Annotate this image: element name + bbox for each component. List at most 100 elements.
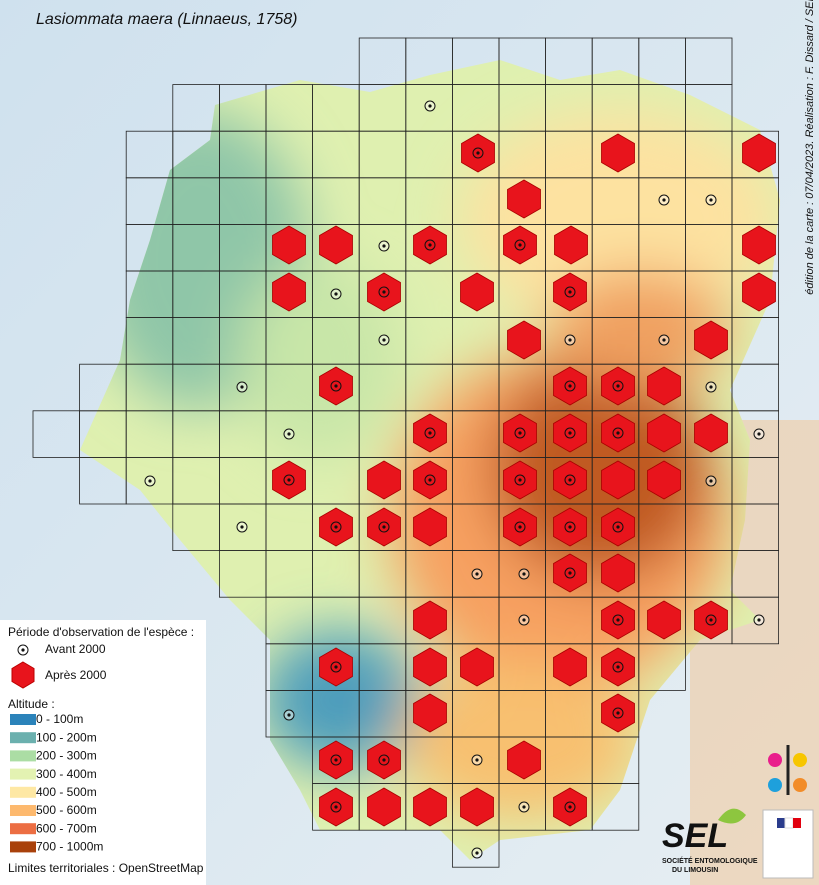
dot-marker <box>378 754 390 766</box>
dot-marker-center <box>334 758 338 762</box>
dot-marker-center <box>476 151 480 155</box>
altitude-label: 0 - 100m <box>36 712 83 726</box>
dot-marker-center <box>334 384 338 388</box>
dot-marker-center <box>334 525 338 529</box>
legend-dot-center <box>21 648 25 652</box>
dot-marker <box>612 614 624 626</box>
legend-item: Après 2000 <box>45 668 107 682</box>
hexagon-marker <box>553 647 587 687</box>
dot-marker-center <box>616 431 620 435</box>
dot-marker <box>378 286 390 298</box>
dot-marker-center <box>568 478 572 482</box>
dot-marker-center <box>428 478 432 482</box>
dot-marker <box>424 427 436 439</box>
dot-marker-center <box>287 432 291 436</box>
dot-marker <box>564 380 576 392</box>
dot-marker <box>564 567 576 579</box>
dot-marker-center <box>518 431 522 435</box>
altitude-legend: 0 - 100m 100 - 200m 200 - 300m 300 - 400m 40… <box>10 712 103 854</box>
dot-marker-center <box>518 243 522 247</box>
dot-marker-center <box>662 198 666 202</box>
grid-cell <box>451 829 500 868</box>
dot-marker <box>564 474 576 486</box>
hexagon-marker <box>647 600 681 640</box>
dot-marker-center <box>428 243 432 247</box>
dot-marker-center <box>568 805 572 809</box>
dot-marker <box>330 754 342 766</box>
dot-marker-center <box>382 525 386 529</box>
dot-marker <box>564 286 576 298</box>
hexagon-marker <box>694 320 728 360</box>
butterfly-logo <box>768 745 807 795</box>
hexagon-marker <box>460 272 494 312</box>
hexagon-marker <box>272 225 306 265</box>
grid-cell <box>638 643 686 691</box>
dot-marker-center <box>757 618 761 622</box>
altitude-label: 500 - 600m <box>36 803 97 817</box>
hexagon-marker <box>319 225 353 265</box>
hexagon-marker <box>272 272 306 312</box>
logos: SEL SOCIÉTÉ ENTOMOLOGIQUE DU LIMOUSIN <box>662 745 814 879</box>
altitude-label: 200 - 300m <box>36 749 97 763</box>
dot-marker <box>424 239 436 251</box>
hexagon-marker <box>460 787 494 827</box>
hexagon-marker <box>647 460 681 500</box>
hexagon-marker <box>554 225 588 265</box>
hexagon-marker <box>413 507 447 547</box>
dot-marker-center <box>522 572 526 576</box>
source: Limites territoriales : OpenStreetMap <box>8 861 204 875</box>
dot-marker <box>330 801 342 813</box>
logo-subtitle: SOCIÉTÉ ENTOMOLOGIQUE <box>662 856 758 865</box>
hexagon-marker <box>507 179 541 219</box>
hexagon-marker <box>413 600 447 640</box>
dot-marker <box>612 521 624 533</box>
dot-marker <box>705 614 717 626</box>
dot-marker <box>514 427 526 439</box>
dot-marker-center <box>475 758 479 762</box>
dot-marker-center <box>382 290 386 294</box>
altitude-label: 100 - 200m <box>36 730 97 744</box>
legend-hexagon <box>11 661 35 689</box>
dot-marker <box>330 661 342 673</box>
altitude-title: Altitude : <box>8 697 55 711</box>
dot-marker-center <box>568 571 572 575</box>
hexagon-marker <box>742 225 776 265</box>
altitude-label: 300 - 400m <box>36 767 97 781</box>
dot-marker-center <box>709 385 713 389</box>
altitude-swatch <box>10 805 36 816</box>
altitude-swatch <box>10 841 36 853</box>
dot-marker <box>514 474 526 486</box>
legend-title: Période d'observation de l'espèce : <box>8 625 194 639</box>
flag <box>777 818 785 828</box>
dot-marker-center <box>382 244 386 248</box>
dot-marker <box>612 707 624 719</box>
dot-marker <box>424 474 436 486</box>
altitude-swatch <box>10 732 36 744</box>
hexagon-marker <box>460 647 494 687</box>
altitude-label: 600 - 700m <box>36 821 97 835</box>
hexagon-marker <box>647 366 681 406</box>
dot-marker <box>283 474 295 486</box>
dot-marker <box>612 427 624 439</box>
dot-marker-center <box>428 104 432 108</box>
legend: Période d'observation de l'espèce : Avan… <box>0 620 206 885</box>
dot-marker <box>378 521 390 533</box>
dot-marker-center <box>616 384 620 388</box>
hexagon-marker <box>367 787 401 827</box>
dot-marker <box>330 380 342 392</box>
dot-marker-center <box>382 758 386 762</box>
dot-marker-center <box>287 713 291 717</box>
dot-marker-center <box>616 525 620 529</box>
dot-marker-center <box>616 665 620 669</box>
hexagon-marker <box>647 413 681 453</box>
dot-marker-center <box>518 478 522 482</box>
logo-subtitle: DU LIMOUSIN <box>672 867 718 874</box>
dot-marker <box>472 147 484 159</box>
logo-wing <box>718 808 746 824</box>
flag <box>784 817 794 829</box>
logo-name: SEL <box>662 817 728 855</box>
dot-marker <box>564 521 576 533</box>
dot-marker-center <box>240 525 244 529</box>
altitude-swatch <box>10 823 36 835</box>
